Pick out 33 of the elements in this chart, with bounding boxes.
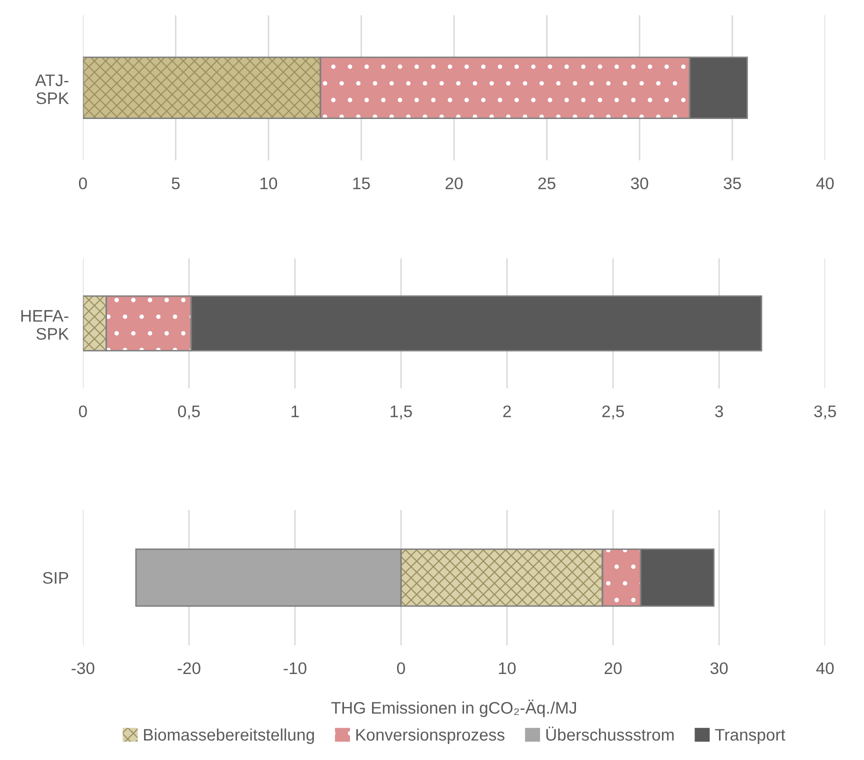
x-tick-label: 0 <box>78 405 87 418</box>
x-tick-label: 40 <box>816 177 834 190</box>
x-tick-label: 2 <box>503 405 511 418</box>
x-tick-label: 25 <box>538 177 556 190</box>
x-tick-label: -20 <box>178 662 200 674</box>
x-tick-label: 10 <box>499 662 516 674</box>
x-axis-title: THG Emissionen in gCO₂-Äq./MJ <box>331 700 576 718</box>
x-tick-label: 3 <box>715 405 723 418</box>
legend-label: Biomassebereitstellung <box>144 728 314 744</box>
y-tick-label: HEFA- SPK <box>21 310 69 340</box>
x-tick-label: 0 <box>78 177 87 190</box>
x-tick-label: 40 <box>816 662 834 674</box>
x-tick-label: -10 <box>284 662 306 674</box>
x-tick-label: 2,5 <box>602 405 624 420</box>
x-tick-label: 1 <box>292 406 299 418</box>
x-tick-label: 5 <box>172 178 180 190</box>
x-tick-label: -30 <box>72 662 94 674</box>
legend-label: Konversionsprozess <box>356 728 504 744</box>
x-tick-label: 10 <box>260 177 278 190</box>
x-tick-label: 30 <box>710 662 728 674</box>
x-tick-label: 35 <box>724 177 741 190</box>
x-tick-label: 3,5 <box>814 405 836 420</box>
x-tick-label: 20 <box>446 177 463 190</box>
x-tick-label: 30 <box>630 177 648 190</box>
y-tick-label: ATJ- SPK <box>35 74 69 104</box>
x-tick-label: 0,5 <box>178 405 200 420</box>
legend-label: Transport <box>715 729 786 744</box>
x-tick-label: 0 <box>397 662 406 674</box>
legend-label: Überschussstrom <box>546 726 674 741</box>
y-tick-label: SIP <box>42 572 68 584</box>
x-tick-label: 20 <box>604 662 622 674</box>
x-tick-label: 1,5 <box>390 406 412 420</box>
x-tick-label: 15 <box>353 178 370 190</box>
